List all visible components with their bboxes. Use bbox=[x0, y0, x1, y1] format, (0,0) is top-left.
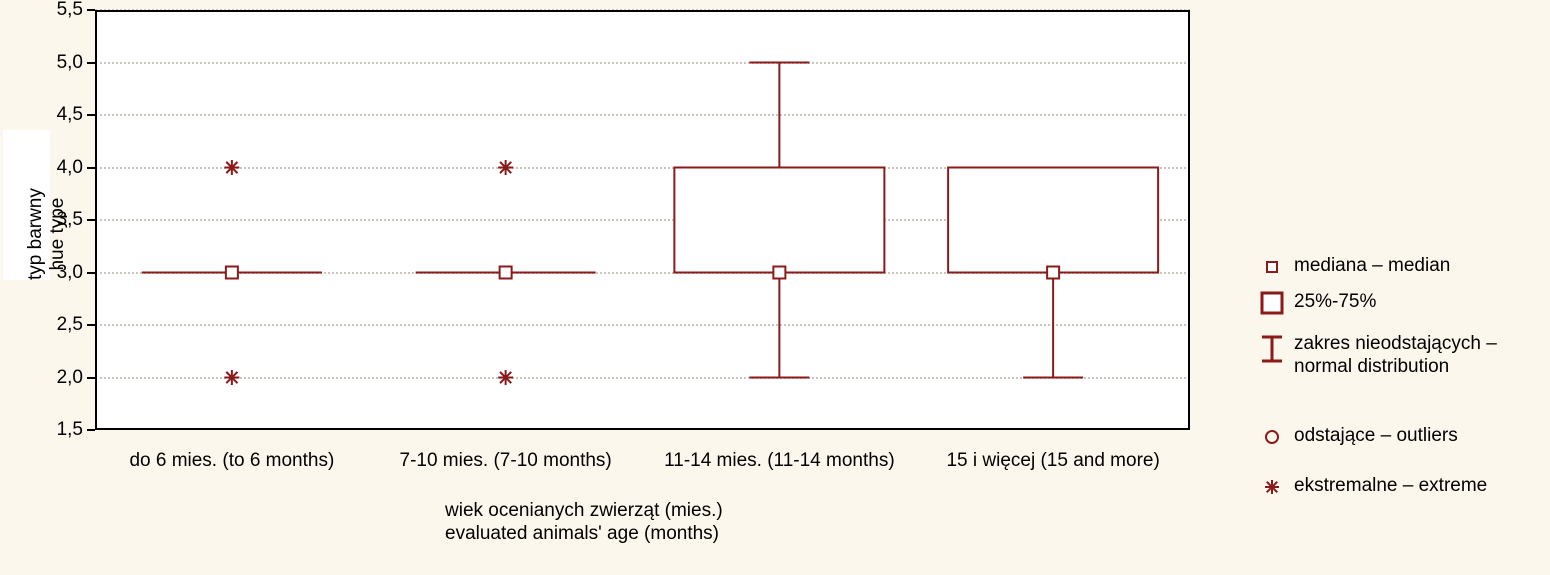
legend-whisker-icon bbox=[1258, 331, 1286, 367]
x-tick-label: do 6 mies. (to 6 months) bbox=[129, 450, 334, 472]
y-axis-title-line1: typ barwny bbox=[25, 188, 46, 280]
legend-median-icon bbox=[1258, 253, 1286, 281]
x-tick-label: 7-10 mies. (7-10 months) bbox=[400, 450, 612, 472]
y-axis-title-line2: hue type bbox=[47, 198, 68, 271]
boxplot-figure: 1,52,02,53,03,54,04,55,05,5 do 6 mies. (… bbox=[0, 0, 1550, 575]
y-tick-label: 1,5 bbox=[45, 419, 83, 441]
legend-median-label: mediana – median bbox=[1294, 255, 1450, 278]
legend-box-label: 25%-75% bbox=[1294, 291, 1376, 314]
legend-extreme-icon bbox=[1258, 473, 1286, 501]
x-tick-label: 11-14 mies. (11-14 months) bbox=[664, 450, 895, 472]
x-axis-title-line1: wiek ocenianych zwierząt (mies.) bbox=[445, 500, 723, 521]
legend-box-icon bbox=[1258, 289, 1286, 317]
y-tick-label: 4,5 bbox=[45, 104, 83, 126]
y-tick-label: 5,5 bbox=[45, 0, 83, 21]
y-axis-title: typ barwny hue type bbox=[25, 188, 69, 280]
y-tick-label: 2,5 bbox=[45, 314, 83, 336]
y-tick-label: 2,0 bbox=[45, 367, 83, 389]
legend-whisker-label: zakres nieodstających –normal distributi… bbox=[1294, 333, 1497, 379]
y-tick-label: 4,0 bbox=[45, 157, 83, 179]
legend-outlier-icon bbox=[1258, 423, 1286, 451]
legend-outlier-label: odstające – outliers bbox=[1294, 425, 1458, 448]
y-tick-label: 5,0 bbox=[45, 52, 83, 74]
x-axis-title: wiek ocenianych zwierząt (mies.) evaluat… bbox=[445, 500, 723, 546]
legend-extreme-label: ekstremalne – extreme bbox=[1294, 475, 1487, 498]
x-axis-title-line2: evaluated animals' age (months) bbox=[445, 523, 719, 544]
x-tick-label: 15 i więcej (15 and more) bbox=[946, 450, 1159, 472]
